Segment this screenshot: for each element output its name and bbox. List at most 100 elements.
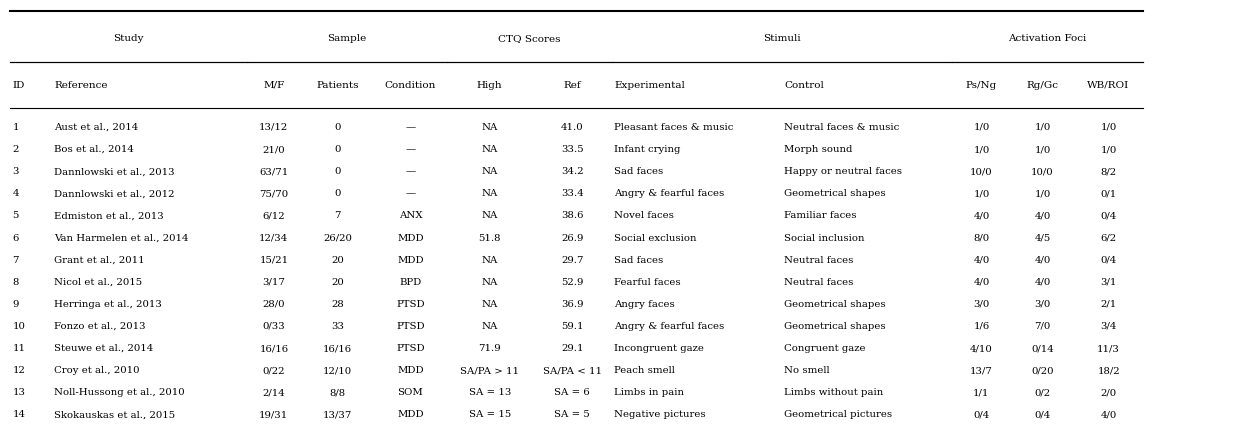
Text: 1/0: 1/0	[1035, 123, 1050, 132]
Text: Grant et al., 2011: Grant et al., 2011	[54, 255, 145, 265]
Text: 1/0: 1/0	[1035, 189, 1050, 198]
Text: Steuwe et al., 2014: Steuwe et al., 2014	[54, 344, 154, 353]
Text: 1/0: 1/0	[1035, 145, 1050, 154]
Text: 71.9: 71.9	[478, 344, 501, 353]
Text: Noll-Hussong et al., 2010: Noll-Hussong et al., 2010	[54, 388, 185, 397]
Text: Dannlowski et al., 2013: Dannlowski et al., 2013	[54, 167, 175, 176]
Text: 9: 9	[13, 300, 19, 309]
Text: 10: 10	[13, 322, 25, 331]
Text: Fonzo et al., 2013: Fonzo et al., 2013	[54, 322, 146, 331]
Text: 11/3: 11/3	[1097, 344, 1121, 353]
Text: Nicol et al., 2015: Nicol et al., 2015	[54, 278, 142, 287]
Text: 0/2: 0/2	[1035, 388, 1050, 397]
Text: Patients: Patients	[316, 80, 359, 90]
Text: 1/0: 1/0	[1100, 123, 1117, 132]
Text: 19/31: 19/31	[259, 410, 288, 419]
Text: 1/0: 1/0	[1100, 145, 1117, 154]
Text: 75/70: 75/70	[259, 189, 288, 198]
Text: 4/10: 4/10	[969, 344, 993, 353]
Text: Novel faces: Novel faces	[614, 211, 675, 221]
Text: PTSD: PTSD	[397, 300, 424, 309]
Text: NA: NA	[481, 123, 499, 132]
Text: 12/34: 12/34	[259, 233, 288, 243]
Text: 16/16: 16/16	[259, 344, 288, 353]
Text: 4/0: 4/0	[1035, 211, 1050, 221]
Text: 4: 4	[13, 189, 19, 198]
Text: ANX: ANX	[399, 211, 422, 221]
Text: NA: NA	[481, 145, 499, 154]
Text: 0/4: 0/4	[1100, 211, 1117, 221]
Text: 0/4: 0/4	[1100, 255, 1117, 265]
Text: —: —	[405, 189, 415, 198]
Text: Limbs in pain: Limbs in pain	[614, 388, 685, 397]
Text: ID: ID	[13, 80, 25, 90]
Text: 16/16: 16/16	[322, 344, 353, 353]
Text: 0/1: 0/1	[1100, 189, 1117, 198]
Text: 13/12: 13/12	[259, 123, 288, 132]
Text: SOM: SOM	[398, 388, 423, 397]
Text: 59.1: 59.1	[562, 322, 583, 331]
Text: 12/10: 12/10	[322, 366, 353, 375]
Text: 0/20: 0/20	[1031, 366, 1054, 375]
Text: 34.2: 34.2	[562, 167, 583, 176]
Text: Angry faces: Angry faces	[614, 300, 675, 309]
Text: 26/20: 26/20	[324, 233, 351, 243]
Text: 29.7: 29.7	[562, 255, 583, 265]
Text: Angry & fearful faces: Angry & fearful faces	[614, 189, 725, 198]
Text: Geometrical shapes: Geometrical shapes	[784, 189, 886, 198]
Text: 21/0: 21/0	[263, 145, 285, 154]
Text: 8/0: 8/0	[973, 233, 990, 243]
Text: Neutral faces: Neutral faces	[784, 255, 854, 265]
Text: SA/PA < 11: SA/PA < 11	[543, 366, 602, 375]
Text: 51.8: 51.8	[478, 233, 501, 243]
Text: 0/4: 0/4	[1035, 410, 1050, 419]
Text: SA = 6: SA = 6	[554, 388, 590, 397]
Text: M/F: M/F	[263, 80, 285, 90]
Text: 36.9: 36.9	[562, 300, 583, 309]
Text: Neutral faces: Neutral faces	[784, 278, 854, 287]
Text: 4/0: 4/0	[1035, 278, 1050, 287]
Text: PTSD: PTSD	[397, 344, 424, 353]
Text: 4/0: 4/0	[1100, 410, 1117, 419]
Text: Happy or neutral faces: Happy or neutral faces	[784, 167, 903, 176]
Text: 13/7: 13/7	[969, 366, 993, 375]
Text: 63/71: 63/71	[259, 167, 288, 176]
Text: Limbs without pain: Limbs without pain	[784, 388, 884, 397]
Text: 13/37: 13/37	[322, 410, 353, 419]
Text: 20: 20	[331, 278, 344, 287]
Text: Sad faces: Sad faces	[614, 255, 663, 265]
Text: —: —	[405, 167, 415, 176]
Text: 0: 0	[334, 189, 341, 198]
Text: Angry & fearful faces: Angry & fearful faces	[614, 322, 725, 331]
Text: Skokauskas et al., 2015: Skokauskas et al., 2015	[54, 410, 175, 419]
Text: Geometrical shapes: Geometrical shapes	[784, 300, 886, 309]
Text: Experimental: Experimental	[614, 80, 685, 90]
Text: SA = 13: SA = 13	[468, 388, 511, 397]
Text: 41.0: 41.0	[562, 123, 583, 132]
Text: 8: 8	[13, 278, 19, 287]
Text: 8/2: 8/2	[1100, 167, 1117, 176]
Text: Bos et al., 2014: Bos et al., 2014	[54, 145, 133, 154]
Text: 3/4: 3/4	[1100, 322, 1117, 331]
Text: Neutral faces & music: Neutral faces & music	[784, 123, 900, 132]
Text: NA: NA	[481, 167, 499, 176]
Text: Geometrical pictures: Geometrical pictures	[784, 410, 893, 419]
Text: Rg/Gc: Rg/Gc	[1026, 80, 1059, 90]
Text: 4/0: 4/0	[973, 255, 990, 265]
Text: Condition: Condition	[385, 80, 436, 90]
Text: Fearful faces: Fearful faces	[614, 278, 681, 287]
Text: 7/0: 7/0	[1035, 322, 1050, 331]
Text: 2/0: 2/0	[1100, 388, 1117, 397]
Text: 28: 28	[331, 300, 344, 309]
Text: 52.9: 52.9	[562, 278, 583, 287]
Text: Stimuli: Stimuli	[763, 34, 801, 43]
Text: Sample: Sample	[327, 34, 366, 43]
Text: 3/0: 3/0	[973, 300, 990, 309]
Text: Edmiston et al., 2013: Edmiston et al., 2013	[54, 211, 164, 221]
Text: Control: Control	[784, 80, 825, 90]
Text: 6/2: 6/2	[1100, 233, 1117, 243]
Text: MDD: MDD	[397, 410, 424, 419]
Text: MDD: MDD	[397, 233, 424, 243]
Text: Ref: Ref	[564, 80, 580, 90]
Text: 11: 11	[13, 344, 25, 353]
